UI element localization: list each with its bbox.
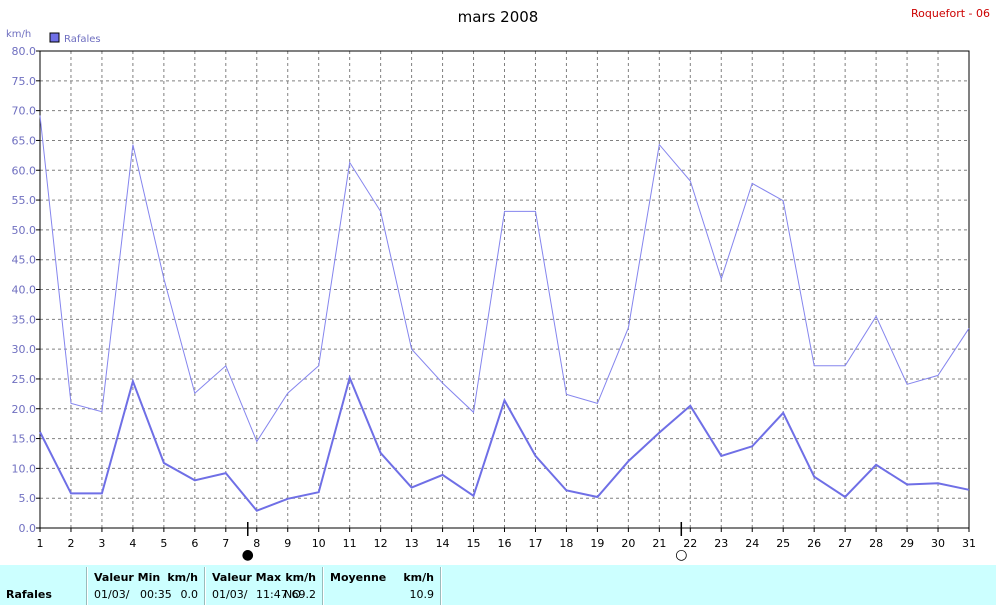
series-lines — [39, 115, 970, 512]
avg-value: 10.9 — [409, 588, 435, 601]
max-time: 11:47 — [256, 588, 288, 601]
footer-divider — [440, 567, 442, 605]
x-tick-label: 8 — [253, 537, 260, 550]
y-tick-label: 65.0 — [12, 134, 37, 147]
min-value: 0.0 — [180, 588, 199, 601]
x-tick-label: 31 — [962, 537, 976, 550]
y-tick-label: 35.0 — [12, 313, 37, 326]
footer-divider — [86, 567, 88, 605]
x-tick-label: 17 — [528, 537, 542, 550]
footer-series-cell: Rafales — [0, 565, 86, 605]
y-tick-label: 30.0 — [12, 343, 37, 356]
footer-avg-cell: Moyenne km/h 10.9 — [324, 565, 440, 605]
x-tick-label: 2 — [67, 537, 74, 550]
chart: mars 2008 Roquefort - 06 km/h Rafales 0.… — [6, 7, 990, 563]
min-date: 01/03/ — [94, 588, 130, 601]
legend-label: Rafales — [64, 34, 101, 45]
y-tick-label: 60.0 — [12, 164, 37, 177]
footer-divider — [204, 567, 206, 605]
series-line-1 — [39, 374, 970, 512]
x-tick-label: 9 — [284, 537, 291, 550]
y-tick-label: 50.0 — [12, 224, 37, 237]
x-tick-label: 19 — [590, 537, 604, 550]
x-tick-label: 30 — [931, 537, 945, 550]
chart-title: mars 2008 — [458, 8, 539, 26]
x-tick-label: 21 — [652, 537, 666, 550]
x-tick-label: 5 — [160, 537, 167, 550]
y-tick-label: 10.0 — [12, 462, 37, 475]
max-header: Valeur Max — [212, 571, 282, 584]
x-tick-label: 6 — [191, 537, 198, 550]
moon-phase-icon: ○ — [675, 547, 687, 563]
min-time: 00:35 — [140, 588, 172, 601]
x-tick-label: 11 — [343, 537, 357, 550]
x-tick-label: 1 — [37, 537, 44, 550]
moon-markers: ● ○ — [242, 522, 687, 563]
x-tick-label: 4 — [129, 537, 136, 550]
grid — [40, 50, 969, 528]
x-tick-label: 15 — [467, 537, 481, 550]
x-tick-label: 12 — [374, 537, 388, 550]
footer-max-cell: Valeur Max km/h 01/03/ 11:47 NO 69.2 — [206, 565, 322, 605]
station-name: Roquefort - 06 — [911, 7, 990, 20]
avg-header: Moyenne — [330, 571, 387, 584]
y-unit-label: km/h — [6, 29, 31, 40]
x-tick-label: 23 — [714, 537, 728, 550]
y-tick-label: 5.0 — [19, 492, 37, 505]
max-unit: km/h — [285, 571, 316, 584]
footer-divider — [322, 567, 324, 605]
x-tick-label: 10 — [312, 537, 326, 550]
y-tick-label: 25.0 — [12, 373, 37, 386]
plot-frame — [39, 50, 970, 529]
y-tick-label: 0.0 — [19, 522, 37, 535]
series-line-2 — [39, 115, 970, 443]
axes: 0.0 5.0 10.0 15.0 20.0 25.0 30.0 35.0 40.0 45.0 50… — [12, 45, 977, 550]
x-tick-label: 18 — [559, 537, 573, 550]
max-direction: NO — [284, 588, 301, 601]
x-tick-label: 29 — [900, 537, 914, 550]
x-tick-label: 3 — [98, 537, 105, 550]
x-tick-label: 20 — [621, 537, 635, 550]
footer-series-label: Rafales — [6, 588, 52, 601]
x-tick-label: 28 — [869, 537, 883, 550]
max-value: 69.2 — [291, 588, 317, 601]
legend-swatch — [49, 32, 60, 43]
x-tick-label: 27 — [838, 537, 852, 550]
moon-phase-icon: ● — [242, 547, 254, 563]
x-tick-label: 7 — [222, 537, 229, 550]
y-tick-label: 20.0 — [12, 403, 37, 416]
x-tick-label: 13 — [405, 537, 419, 550]
footer-min-cell: Valeur Min km/h 01/03/ 00:35 0.0 — [88, 565, 204, 605]
x-tick-label: 25 — [776, 537, 790, 550]
y-tick-label: 55.0 — [12, 194, 37, 207]
x-tick-label: 26 — [807, 537, 821, 550]
y-tick-label: 45.0 — [12, 254, 37, 267]
y-tick-label: 80.0 — [12, 45, 37, 58]
min-unit: km/h — [167, 571, 198, 584]
stats-footer: Rafales Valeur Min km/h 01/03/ 00:35 0.0… — [0, 565, 996, 605]
y-tick-label: 70.0 — [12, 105, 37, 118]
max-date: 01/03/ — [212, 588, 248, 601]
y-tick-label: 15.0 — [12, 433, 37, 446]
avg-unit: km/h — [403, 571, 434, 584]
y-tick-label: 75.0 — [12, 75, 37, 88]
x-tick-label: 24 — [745, 537, 759, 550]
min-header: Valeur Min — [94, 571, 161, 584]
x-tick-label: 14 — [436, 537, 450, 550]
y-tick-label: 40.0 — [12, 284, 37, 297]
x-tick-label: 22 — [683, 537, 697, 550]
x-tick-label: 16 — [498, 537, 512, 550]
